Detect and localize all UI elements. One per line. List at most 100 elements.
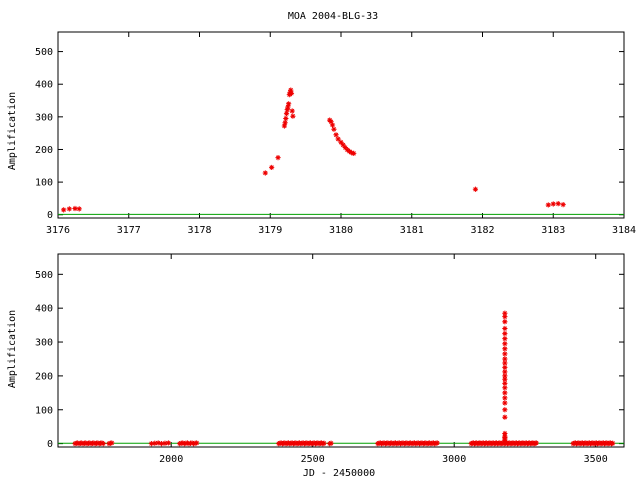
- data-point: [335, 136, 341, 142]
- x-tick-label: 3182: [470, 225, 494, 236]
- x-tick-label: 2000: [159, 454, 183, 465]
- x-tick-label: 3178: [187, 225, 211, 236]
- y-tick-label: 500: [35, 270, 53, 281]
- data-point: [66, 206, 72, 212]
- data-point: [502, 341, 508, 347]
- data-point: [284, 107, 290, 113]
- data-point: [502, 373, 508, 379]
- data-point: [502, 330, 508, 337]
- x-tick-label: 3177: [117, 225, 141, 236]
- data-point: [283, 110, 290, 117]
- data-point: [502, 319, 508, 325]
- data-point: [351, 150, 357, 156]
- data-point: [148, 441, 154, 447]
- data-point: [502, 407, 508, 413]
- data-point: [283, 115, 289, 122]
- data-point: [344, 147, 350, 153]
- bottom-panel-x-axis-label: JD - 2450000: [303, 468, 375, 479]
- chart-title: MOA 2004-BLG-33: [288, 11, 378, 22]
- data-point: [189, 440, 195, 446]
- top-panel-zoom: 0 100 200 300 400 500 3176 3177 3178 3179 3180 3181…: [35, 31, 636, 236]
- y-tick-label: 0: [47, 210, 53, 221]
- data-point: [472, 186, 479, 192]
- data-point: [285, 104, 291, 110]
- data-point: [281, 123, 287, 129]
- data-point: [502, 314, 508, 320]
- bottom-panel-full-season: 0 100 200 300 400 500 2000 2500 3000 3500: [35, 253, 625, 465]
- data-point: [533, 440, 539, 446]
- data-point: [502, 437, 508, 443]
- data-point: [502, 360, 508, 366]
- data-point: [321, 440, 327, 446]
- data-point: [502, 356, 508, 362]
- y-tick-label: 300: [35, 112, 53, 123]
- data-point: [610, 440, 616, 446]
- x-tick-label: 2500: [301, 454, 325, 465]
- plot-frame: [57, 31, 625, 219]
- data-point: [328, 119, 334, 125]
- data-point: [61, 207, 67, 213]
- data-point: [560, 202, 566, 208]
- plot-frame: [57, 253, 625, 448]
- y-tick-label: 100: [35, 178, 53, 189]
- data-point: [340, 142, 346, 148]
- y-tick-label: 0: [47, 439, 53, 450]
- data-point: [194, 440, 200, 446]
- data-point: [109, 440, 115, 446]
- bottom-panel-y-axis-label: Amplification: [7, 310, 18, 388]
- data-point: [349, 150, 355, 156]
- data-point: [502, 369, 508, 375]
- data-point: [155, 440, 161, 446]
- data-point: [100, 441, 106, 447]
- data-point: [152, 440, 158, 446]
- x-tick-label: 3181: [400, 225, 424, 236]
- data-point: [269, 164, 275, 171]
- data-point: [288, 87, 294, 93]
- data-point: [502, 310, 508, 316]
- data-point: [333, 132, 339, 138]
- data-point: [282, 120, 288, 126]
- data-point: [342, 144, 348, 151]
- data-point: [502, 346, 508, 352]
- data-point: [502, 336, 508, 342]
- data-point: [76, 206, 82, 212]
- data-points: [61, 87, 566, 213]
- data-point: [288, 90, 295, 96]
- data-point: [502, 351, 508, 357]
- data-point: [502, 376, 508, 382]
- y-tick-label: 100: [35, 405, 53, 416]
- data-point: [286, 92, 292, 98]
- data-point: [165, 440, 171, 446]
- data-point: [550, 201, 556, 207]
- data-point: [545, 202, 551, 208]
- y-tick-label: 500: [35, 47, 53, 58]
- data-point: [502, 364, 508, 371]
- data-point: [434, 440, 440, 446]
- data-point: [502, 414, 508, 420]
- data-point: [502, 430, 508, 437]
- data-point: [180, 440, 186, 446]
- x-tick-label: 3000: [442, 454, 466, 465]
- y-tick-label: 300: [35, 338, 53, 349]
- data-point: [502, 395, 508, 401]
- data-point: [346, 148, 353, 155]
- data-point: [502, 400, 508, 406]
- x-tick-label: 3176: [46, 225, 70, 236]
- data-point: [502, 325, 508, 332]
- x-tick-label: 3184: [612, 225, 636, 236]
- data-point: [502, 385, 508, 391]
- data-point: [328, 440, 334, 446]
- data-point: [286, 101, 292, 107]
- x-tick-label: 3180: [329, 225, 353, 236]
- data-point: [502, 390, 508, 396]
- y-tick-label: 400: [35, 80, 53, 91]
- data-points: [72, 310, 616, 447]
- data-point: [289, 108, 295, 114]
- data-point: [262, 170, 268, 176]
- data-point: [338, 139, 344, 145]
- data-point: [329, 122, 336, 128]
- data-point: [72, 205, 78, 212]
- y-tick-label: 200: [35, 145, 53, 156]
- x-tick-label: 3183: [541, 225, 565, 236]
